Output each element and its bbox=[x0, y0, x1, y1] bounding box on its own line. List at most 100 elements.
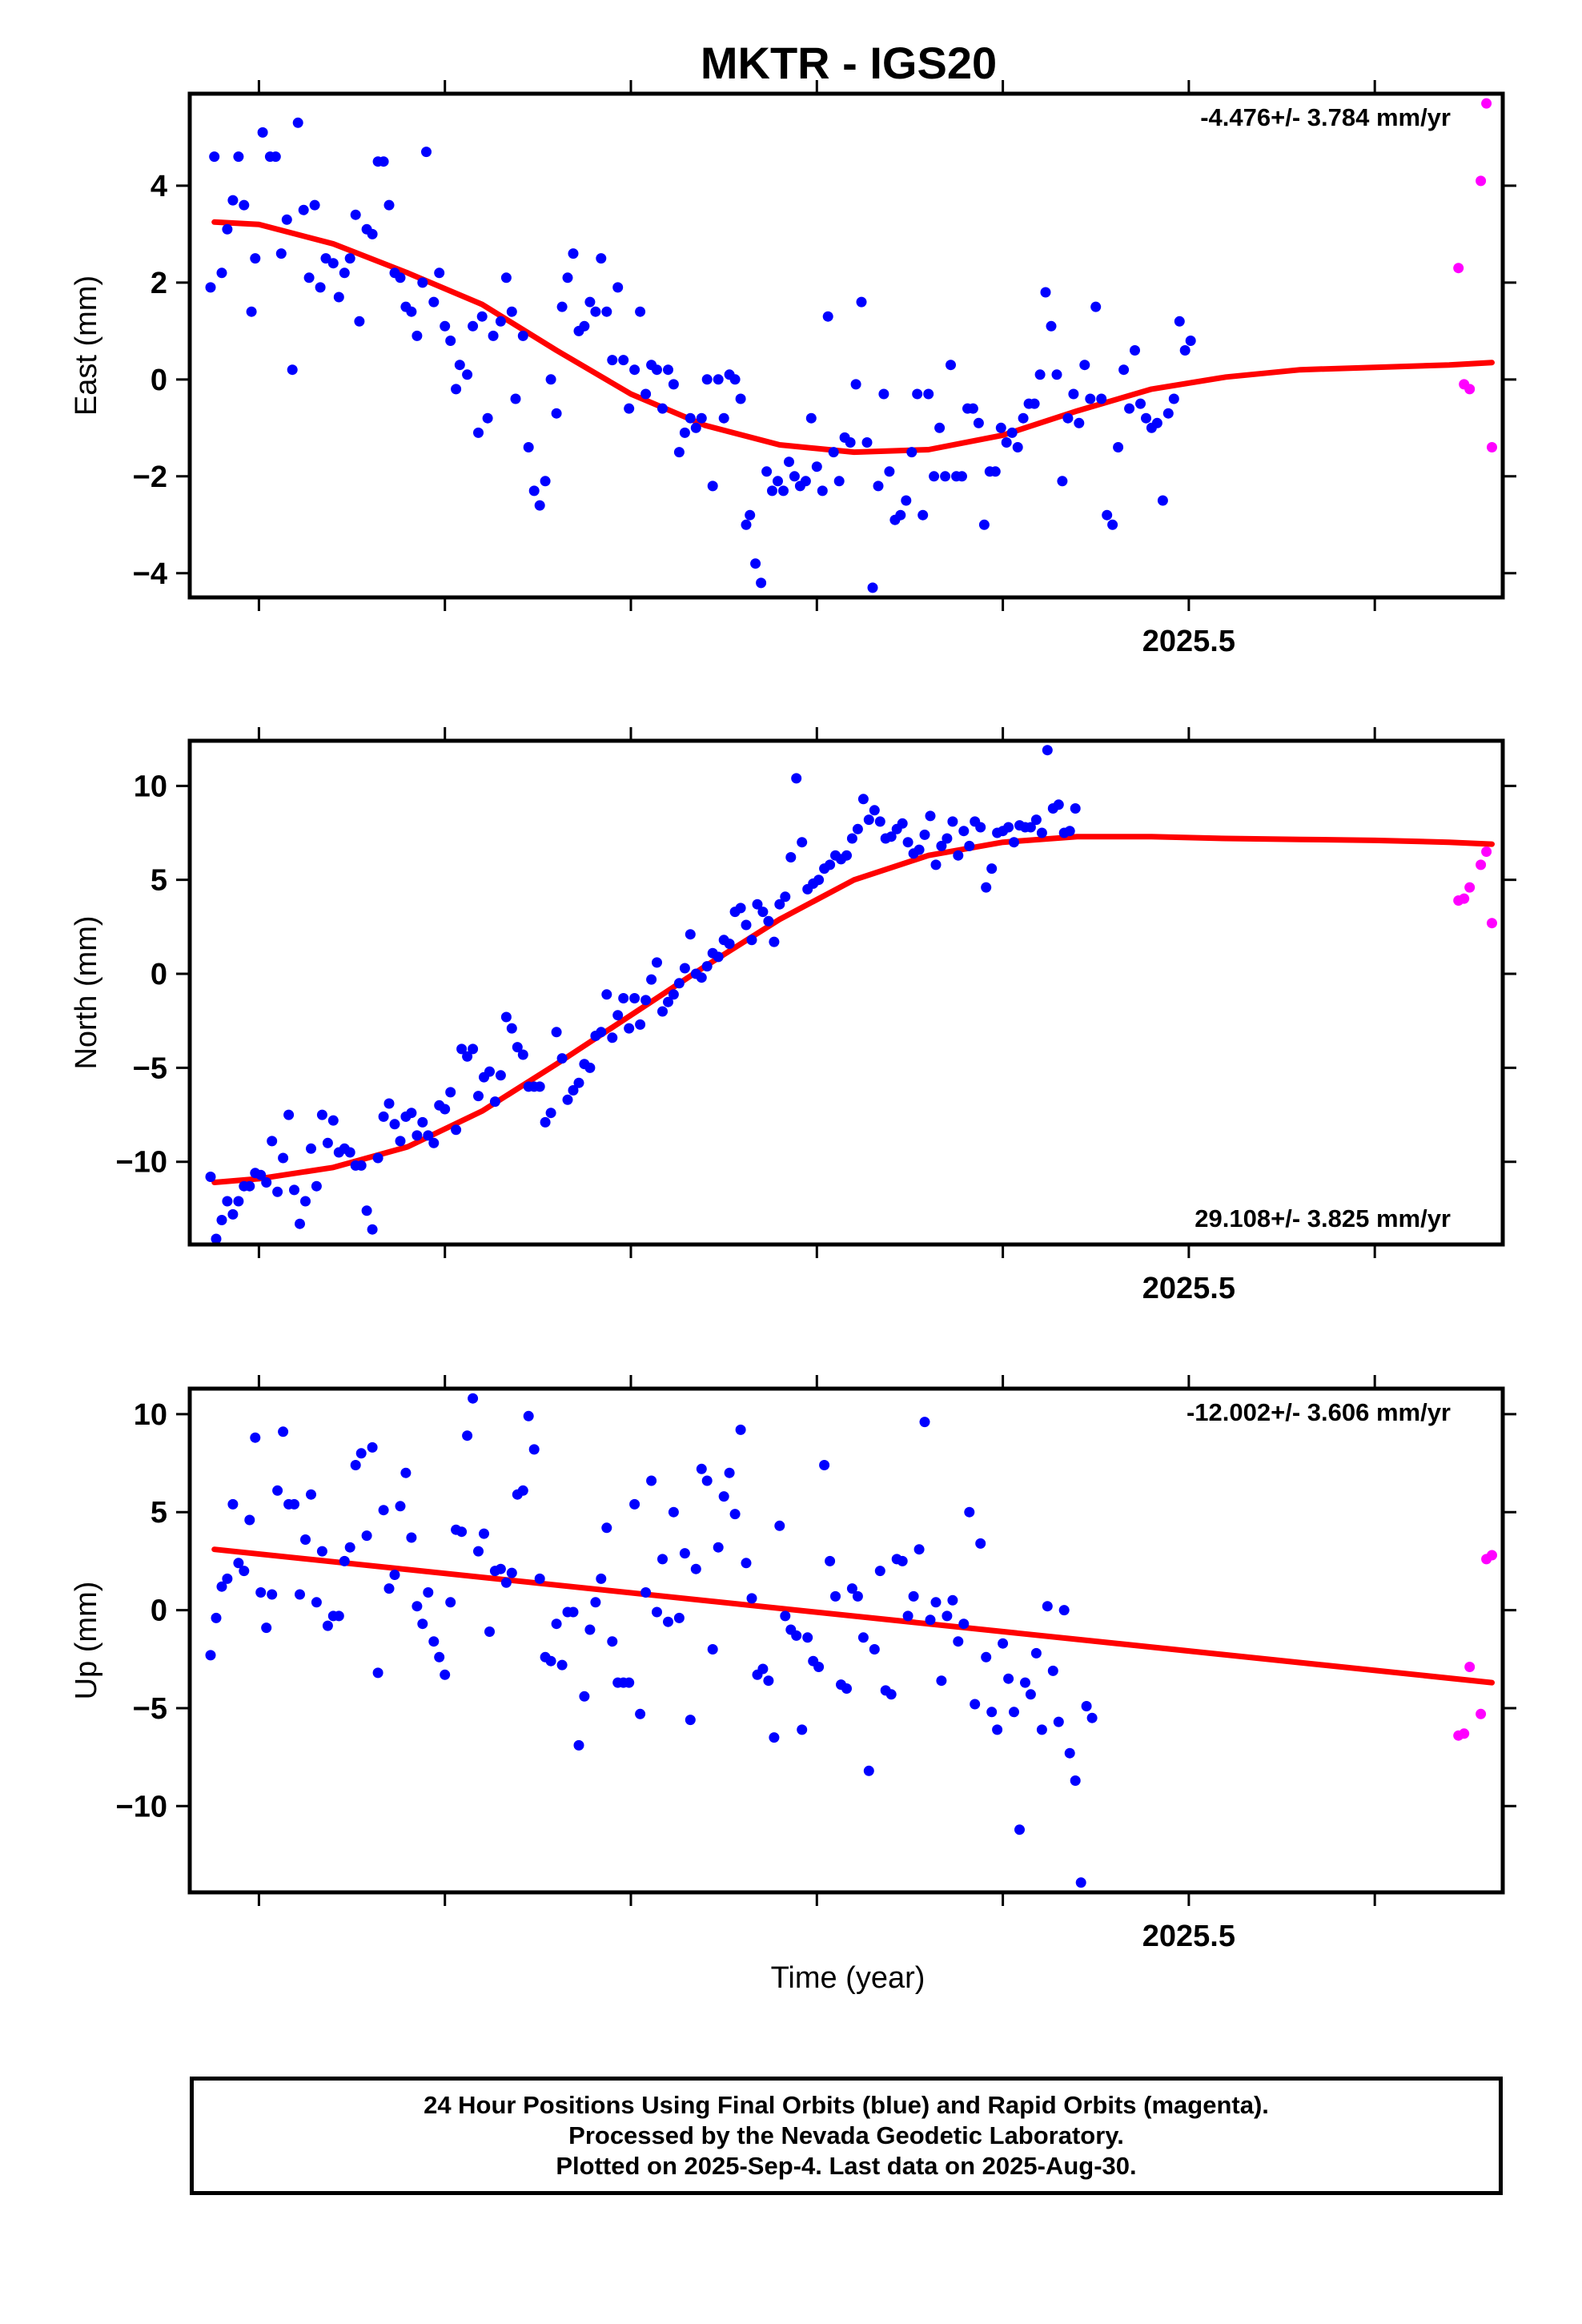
data-point bbox=[863, 814, 874, 826]
data-point bbox=[990, 466, 1001, 477]
data-point bbox=[685, 412, 696, 424]
data-point bbox=[517, 330, 528, 341]
data-point bbox=[506, 306, 517, 317]
data-point bbox=[300, 1196, 311, 1207]
data-point bbox=[354, 316, 365, 327]
data-point bbox=[406, 306, 417, 317]
data-point bbox=[981, 1651, 992, 1663]
data-point bbox=[534, 1081, 545, 1092]
data-point bbox=[970, 1699, 981, 1710]
data-point bbox=[657, 1554, 668, 1565]
data-point bbox=[272, 1485, 283, 1496]
data-point bbox=[1090, 301, 1102, 312]
data-point bbox=[378, 1505, 389, 1516]
y-tick-label: −4 bbox=[133, 557, 167, 591]
data-point bbox=[1009, 1707, 1019, 1718]
data-point bbox=[789, 471, 800, 482]
data-point bbox=[579, 1691, 590, 1702]
data-point bbox=[797, 837, 808, 848]
data-point bbox=[1464, 1662, 1476, 1672]
y-tick-label: −5 bbox=[133, 1692, 167, 1726]
footer-line-2: Processed by the Nevada Geodetic Laborat… bbox=[568, 2121, 1124, 2149]
data-point bbox=[1453, 263, 1464, 274]
data-point bbox=[640, 1587, 652, 1598]
data-point bbox=[729, 1509, 741, 1520]
data-point bbox=[406, 1108, 417, 1119]
data-point bbox=[805, 412, 817, 424]
data-point bbox=[663, 364, 673, 376]
data-point bbox=[298, 204, 309, 215]
data-point bbox=[1151, 417, 1162, 428]
data-point bbox=[992, 1724, 1003, 1735]
data-point bbox=[244, 1180, 255, 1192]
data-point bbox=[629, 364, 640, 376]
data-point bbox=[584, 1624, 596, 1635]
y-tick-label: 5 bbox=[151, 1496, 167, 1530]
data-point bbox=[934, 422, 946, 433]
data-point bbox=[545, 1655, 556, 1667]
data-point bbox=[239, 199, 250, 211]
data-point bbox=[861, 437, 873, 448]
data-point bbox=[846, 1583, 857, 1594]
y-tick-label: −10 bbox=[116, 1790, 167, 1823]
data-point bbox=[819, 1460, 830, 1470]
data-point bbox=[495, 1563, 506, 1574]
data-point bbox=[367, 228, 378, 239]
data-point bbox=[797, 1724, 808, 1735]
data-point bbox=[701, 1475, 713, 1486]
data-point bbox=[811, 461, 822, 472]
data-point bbox=[500, 1577, 512, 1588]
data-point bbox=[372, 1152, 383, 1164]
data-point bbox=[668, 379, 679, 390]
data-point bbox=[440, 320, 451, 332]
data-point bbox=[774, 1520, 785, 1531]
data-point bbox=[964, 840, 975, 851]
data-point bbox=[830, 1590, 841, 1602]
data-point bbox=[769, 1732, 780, 1743]
data-point bbox=[607, 1032, 618, 1043]
data-point bbox=[205, 1172, 216, 1182]
y-tick-label: 10 bbox=[134, 1398, 167, 1432]
x-tick-label: 2025.5 bbox=[1142, 1920, 1235, 1953]
data-point bbox=[233, 1558, 244, 1569]
data-point bbox=[841, 1683, 852, 1694]
data-point bbox=[482, 412, 493, 424]
data-point bbox=[596, 1573, 607, 1584]
data-point bbox=[828, 447, 839, 458]
data-point bbox=[1141, 412, 1151, 424]
data-point bbox=[303, 272, 315, 283]
data-point bbox=[1487, 442, 1497, 452]
data-point bbox=[428, 1636, 440, 1647]
data-point bbox=[618, 993, 629, 1003]
data-point bbox=[400, 1467, 412, 1478]
data-point bbox=[355, 1448, 367, 1459]
data-point bbox=[936, 1675, 947, 1687]
data-point bbox=[476, 311, 488, 322]
data-point bbox=[767, 485, 777, 497]
data-point bbox=[784, 456, 794, 468]
data-point bbox=[741, 1558, 752, 1569]
data-point bbox=[1040, 287, 1051, 298]
data-point bbox=[344, 1147, 355, 1158]
data-point bbox=[479, 1528, 489, 1539]
data-point bbox=[923, 388, 934, 400]
y-tick-label: 0 bbox=[151, 958, 167, 991]
fit-line-east bbox=[211, 219, 1495, 456]
data-point bbox=[339, 267, 350, 279]
data-point bbox=[673, 1612, 685, 1623]
data-point bbox=[1025, 822, 1036, 833]
data-point bbox=[216, 1215, 227, 1225]
data-point bbox=[640, 388, 652, 400]
data-point bbox=[1464, 384, 1476, 395]
data-point bbox=[272, 1186, 283, 1197]
data-point bbox=[523, 1410, 534, 1421]
data-point bbox=[1029, 398, 1040, 409]
footer-line-3: Plotted on 2025-Sep-4. Last data on 2025… bbox=[556, 2152, 1137, 2180]
data-point bbox=[261, 1177, 272, 1188]
data-point bbox=[857, 794, 869, 805]
data-point bbox=[668, 1506, 679, 1518]
data-point bbox=[255, 1587, 267, 1598]
data-point bbox=[216, 267, 227, 279]
data-point bbox=[696, 1463, 707, 1474]
y-tick-label: 0 bbox=[151, 1594, 167, 1628]
